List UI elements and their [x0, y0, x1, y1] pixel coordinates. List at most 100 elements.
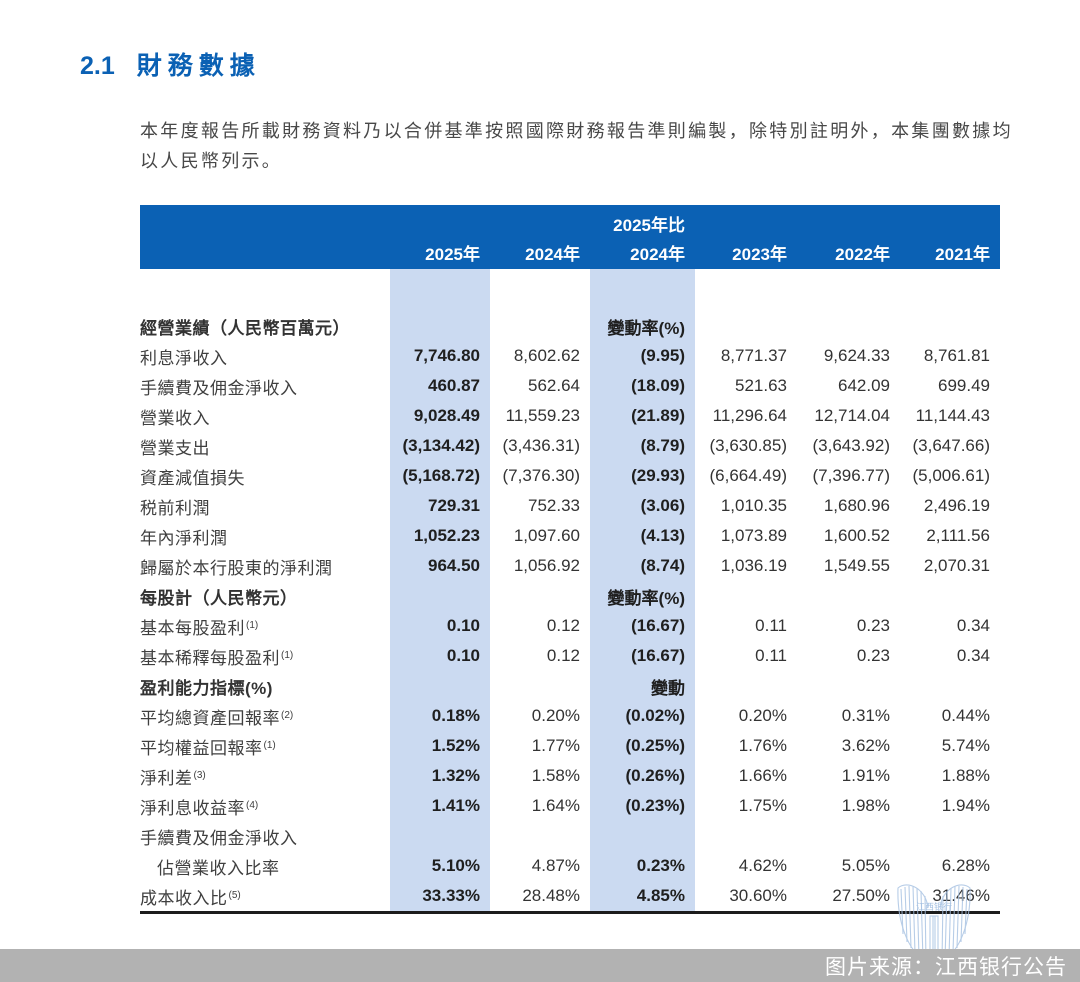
- value-cell: (3,630.85): [709, 436, 788, 455]
- section-row: 每股計（人民幣元） 變動率(%): [140, 581, 1000, 611]
- value-cell: [695, 311, 797, 341]
- value-cell: (5,006.61): [912, 466, 991, 485]
- value-cell: 0.12: [546, 646, 580, 665]
- compare-header-row: 2025年比: [140, 211, 1000, 240]
- value-cell: (6,664.49): [709, 466, 788, 485]
- table-row: 淨利差 (3) 1.32% 1.58% (0.26%) 1.66% 1.91% 1.88%: [140, 761, 1000, 791]
- value-cell: (16.67): [590, 611, 695, 641]
- value-cell: 28.48%: [522, 886, 580, 905]
- value-cell: 1.98%: [841, 796, 890, 815]
- value-cell: 1.66%: [738, 766, 787, 785]
- value-cell: 11,559.23: [505, 406, 580, 425]
- table-row: 成本收入比 (5) 33.33% 28.48% 4.85% 30.60% 27.50% 31.…: [140, 881, 1000, 911]
- value-cell: 1,036.19: [720, 556, 787, 575]
- year-column-header: 2024年: [525, 245, 580, 264]
- table-row: 手續費及佣金淨收入 460.87 562.64 (18.09) 521.63 642.09…: [140, 371, 1000, 401]
- value-cell: [695, 671, 797, 701]
- value-cell: 729.31: [390, 491, 490, 521]
- value-cell: [695, 581, 797, 611]
- year-header-row: 2025年 2024年 2024年 2023年 2022年 2021年: [140, 240, 1000, 269]
- value-cell: 11,144.43: [915, 406, 990, 425]
- value-cell: 2,070.31: [923, 556, 990, 575]
- value-cell: 1.32%: [390, 761, 490, 791]
- spacer-row: [140, 269, 1000, 311]
- year-column-header: 2024年: [630, 245, 685, 264]
- value-cell: 460.87: [390, 371, 490, 401]
- value-cell: 2,111.56: [926, 526, 990, 545]
- value-cell: 5.05%: [841, 856, 890, 875]
- value-cell: 0.23%: [590, 851, 695, 881]
- row-label: 營業收入: [140, 408, 210, 428]
- value-cell: 0.11: [755, 616, 787, 635]
- value-cell: [797, 269, 900, 311]
- value-cell: 699.49: [938, 376, 990, 395]
- financial-table: 2025年比 2025年 2024年 2024年 2023年 2022年 2021年 經營…: [140, 205, 1000, 914]
- value-cell: 4.62%: [738, 856, 787, 875]
- value-cell: (5,168.72): [390, 461, 490, 491]
- row-label: [140, 269, 390, 311]
- value-cell: [490, 581, 590, 611]
- value-cell: (7,396.77): [812, 466, 891, 485]
- value-cell: 521.63: [735, 376, 787, 395]
- image-source-text: 图片来源：江西银行公告: [825, 955, 1067, 979]
- value-cell: 1,056.92: [513, 556, 580, 575]
- value-cell: (29.93): [590, 461, 695, 491]
- value-cell: [490, 671, 590, 701]
- value-cell: [900, 671, 1000, 701]
- value-cell: [900, 821, 1000, 851]
- value-cell: 4.87%: [531, 856, 580, 875]
- value-cell: 642.09: [838, 376, 890, 395]
- compare-header-label: 2025年比: [613, 216, 685, 235]
- value-cell: 3.62%: [841, 736, 890, 755]
- row-label: 淨利差 (3): [140, 768, 206, 788]
- table-row: 平均權益回報率 (1) 1.52% 1.77% (0.25%) 1.76% 3.62% 5.7…: [140, 731, 1000, 761]
- value-cell: [390, 311, 490, 341]
- value-cell: 1.77%: [531, 736, 580, 755]
- value-cell: 1.76%: [738, 736, 787, 755]
- value-cell: 5.74%: [941, 736, 990, 755]
- value-cell: 0.18%: [390, 701, 490, 731]
- row-label: 營業支出: [140, 438, 210, 458]
- value-cell: 0.44%: [941, 706, 990, 725]
- value-cell: 8,602.62: [513, 346, 580, 365]
- row-label: 利息淨收入: [140, 348, 228, 368]
- row-label: 基本每股盈利 (1): [140, 618, 259, 638]
- value-cell: 12,714.04: [814, 406, 890, 425]
- row-label: 淨利息收益率 (4): [140, 798, 259, 818]
- table-row: 淨利息收益率 (4) 1.41% 1.64% (0.23%) 1.75% 1.98% 1.94…: [140, 791, 1000, 821]
- value-cell: 變動率(%): [590, 311, 695, 341]
- value-cell: 9,624.33: [823, 346, 890, 365]
- value-cell: 1,097.60: [513, 526, 580, 545]
- table-row: 基本稀釋每股盈利 (1) 0.10 0.12 (16.67) 0.11 0.23 0.34: [140, 641, 1000, 671]
- value-cell: [390, 671, 490, 701]
- row-label: 基本稀釋每股盈利 (1): [140, 648, 294, 668]
- value-cell: 1.94%: [941, 796, 990, 815]
- value-cell: (8.74): [590, 551, 695, 581]
- year-column-header: 2021年: [935, 245, 990, 264]
- value-cell: [590, 269, 695, 311]
- value-cell: 1,010.35: [720, 496, 787, 515]
- row-label: 盈利能力指標(%): [140, 678, 273, 698]
- value-cell: 2,496.19: [923, 496, 990, 515]
- value-cell: (9.95): [590, 341, 695, 371]
- value-cell: [900, 581, 1000, 611]
- section-row: 盈利能力指標(%) 變動: [140, 671, 1000, 701]
- value-cell: [797, 581, 900, 611]
- value-cell: (16.67): [590, 641, 695, 671]
- table-body: 經營業績（人民幣百萬元） 變動率(%) 利息淨收入 7,746.80 8,602.62 (…: [140, 269, 1000, 914]
- value-cell: (3,643.92): [812, 436, 891, 455]
- value-cell: [390, 821, 490, 851]
- value-cell: 1,073.89: [720, 526, 787, 545]
- value-cell: 1.75%: [738, 796, 787, 815]
- value-cell: 0.20%: [531, 706, 580, 725]
- table-row: 平均總資產回報率 (2) 0.18% 0.20% (0.02%) 0.20% 0.31% 0.…: [140, 701, 1000, 731]
- table-row: 利息淨收入 7,746.80 8,602.62 (9.95) 8,771.37 9,624…: [140, 341, 1000, 371]
- value-cell: 0.10: [390, 641, 490, 671]
- value-cell: 0.34: [956, 646, 990, 665]
- value-cell: (3,436.31): [502, 436, 581, 455]
- table-row: 營業支出 (3,134.42) (3,436.31) (8.79) (3,630.85)…: [140, 431, 1000, 461]
- value-cell: 4.85%: [590, 881, 695, 911]
- value-cell: 0.12: [546, 616, 580, 635]
- value-cell: 1.58%: [531, 766, 580, 785]
- value-cell: 變動率(%): [590, 581, 695, 611]
